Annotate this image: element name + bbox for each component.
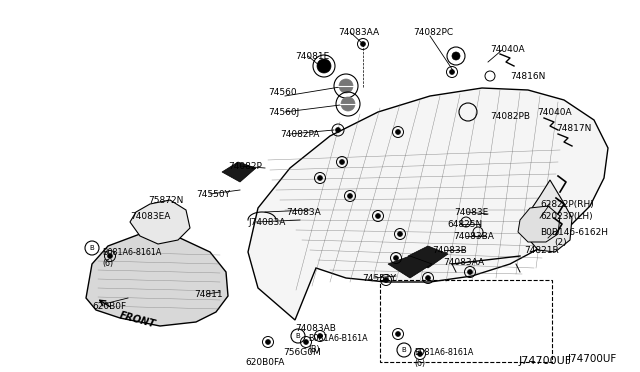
Text: 74040A: 74040A (490, 45, 525, 54)
Text: B: B (90, 245, 94, 251)
Polygon shape (86, 234, 228, 326)
Text: 74550Y: 74550Y (196, 190, 230, 199)
Text: 74816N: 74816N (510, 72, 545, 81)
Text: 74083AA: 74083AA (338, 28, 379, 37)
Circle shape (396, 129, 401, 135)
Circle shape (467, 269, 472, 275)
Text: 62023P(LH): 62023P(LH) (540, 212, 593, 221)
Text: 74082PC: 74082PC (413, 28, 453, 37)
Text: 74560: 74560 (268, 88, 296, 97)
Polygon shape (388, 256, 432, 278)
Text: 74040A: 74040A (537, 108, 572, 117)
Text: 620B0F: 620B0F (92, 302, 126, 311)
Circle shape (397, 231, 403, 237)
Text: J74083A: J74083A (248, 218, 285, 227)
Text: 74560J: 74560J (268, 108, 300, 117)
Text: B081A6-B161A
(B): B081A6-B161A (B) (308, 334, 367, 354)
Text: B: B (402, 347, 406, 353)
Polygon shape (222, 162, 256, 182)
Text: 74811: 74811 (194, 290, 223, 299)
Circle shape (317, 59, 331, 73)
Polygon shape (248, 88, 608, 320)
Circle shape (360, 42, 365, 46)
Polygon shape (408, 246, 448, 268)
Circle shape (449, 70, 454, 74)
Text: 74817N: 74817N (556, 124, 591, 133)
Polygon shape (526, 180, 572, 252)
Polygon shape (518, 206, 560, 242)
Text: 74551Y: 74551Y (362, 274, 396, 283)
Circle shape (108, 253, 113, 259)
Text: FRONT: FRONT (118, 310, 156, 329)
Text: 74083E: 74083E (454, 208, 488, 217)
Text: 74081E: 74081E (295, 52, 329, 61)
Circle shape (396, 331, 401, 337)
Text: B081A6-8161A
(6): B081A6-8161A (6) (414, 348, 474, 368)
Circle shape (376, 214, 381, 218)
Text: 74083B: 74083B (432, 246, 467, 255)
Polygon shape (130, 200, 190, 244)
Text: B0B146-6162H: B0B146-6162H (540, 228, 608, 237)
Text: 74082PA: 74082PA (280, 130, 319, 139)
Circle shape (339, 160, 344, 164)
Text: 74821R: 74821R (524, 246, 559, 255)
Circle shape (383, 278, 388, 282)
Circle shape (341, 97, 355, 111)
Circle shape (317, 176, 323, 180)
Text: 64825N: 64825N (447, 220, 483, 229)
Circle shape (417, 352, 422, 356)
Circle shape (452, 52, 460, 60)
Circle shape (266, 340, 271, 344)
Circle shape (335, 128, 340, 132)
Circle shape (348, 193, 353, 199)
Text: 74083EA: 74083EA (130, 212, 170, 221)
Text: 756G0M: 756G0M (283, 348, 321, 357)
Text: 74083BA: 74083BA (453, 232, 494, 241)
Text: B081A6-8161A
(6): B081A6-8161A (6) (102, 248, 161, 268)
Text: 75872N: 75872N (148, 196, 184, 205)
Circle shape (317, 334, 323, 339)
Circle shape (426, 276, 431, 280)
Text: 74083AB: 74083AB (295, 324, 336, 333)
Text: J74700UF: J74700UF (519, 356, 572, 366)
Circle shape (394, 256, 399, 260)
Text: B: B (296, 333, 300, 339)
Circle shape (303, 340, 308, 344)
Text: 74082P: 74082P (228, 162, 262, 171)
Text: 74082PB: 74082PB (490, 112, 530, 121)
Text: 620B0FA: 620B0FA (245, 358, 284, 367)
Text: (2): (2) (554, 238, 566, 247)
Text: 74083AA: 74083AA (443, 258, 484, 267)
Text: 74083A: 74083A (286, 208, 321, 217)
Bar (380, 280, 552, 362)
Text: J74700UF: J74700UF (568, 354, 617, 364)
Circle shape (339, 79, 353, 93)
Text: 62822P(RH): 62822P(RH) (540, 200, 594, 209)
